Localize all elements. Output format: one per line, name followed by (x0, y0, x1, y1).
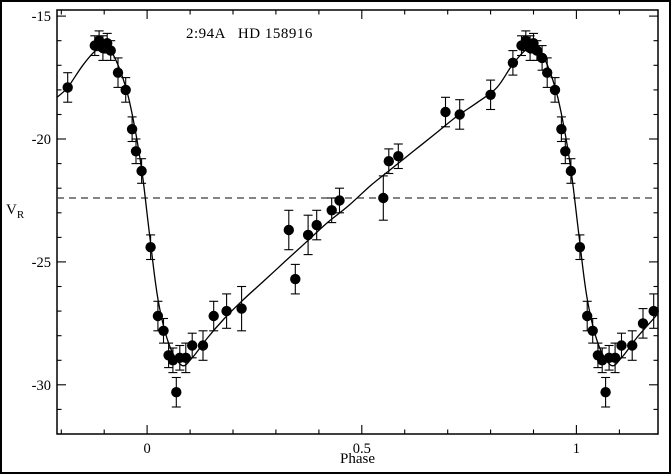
data-points (62, 35, 659, 398)
svg-text:-25: -25 (32, 255, 51, 271)
fit-curve (56, 44, 659, 367)
y-axis-label-sub: R (16, 209, 25, 221)
svg-text:0.5: 0.5 (353, 441, 371, 457)
chart-title: 2:94A HD 158916 (186, 26, 313, 42)
svg-text:-30: -30 (32, 378, 51, 394)
svg-text:0: 0 (143, 441, 150, 457)
svg-text:-20: -20 (32, 132, 51, 148)
x-axis-label: Phase (340, 451, 375, 467)
svg-text:1: 1 (573, 441, 580, 457)
svg-text:-15: -15 (32, 9, 51, 25)
error-bars (63, 30, 659, 408)
y-axis-label: VR (6, 203, 24, 221)
plot-frame (56, 9, 659, 435)
y-axis-label-main: V (6, 202, 17, 218)
axis-ticks: 0 0.5 1 -30 -25 -20 -15 (32, 9, 658, 457)
